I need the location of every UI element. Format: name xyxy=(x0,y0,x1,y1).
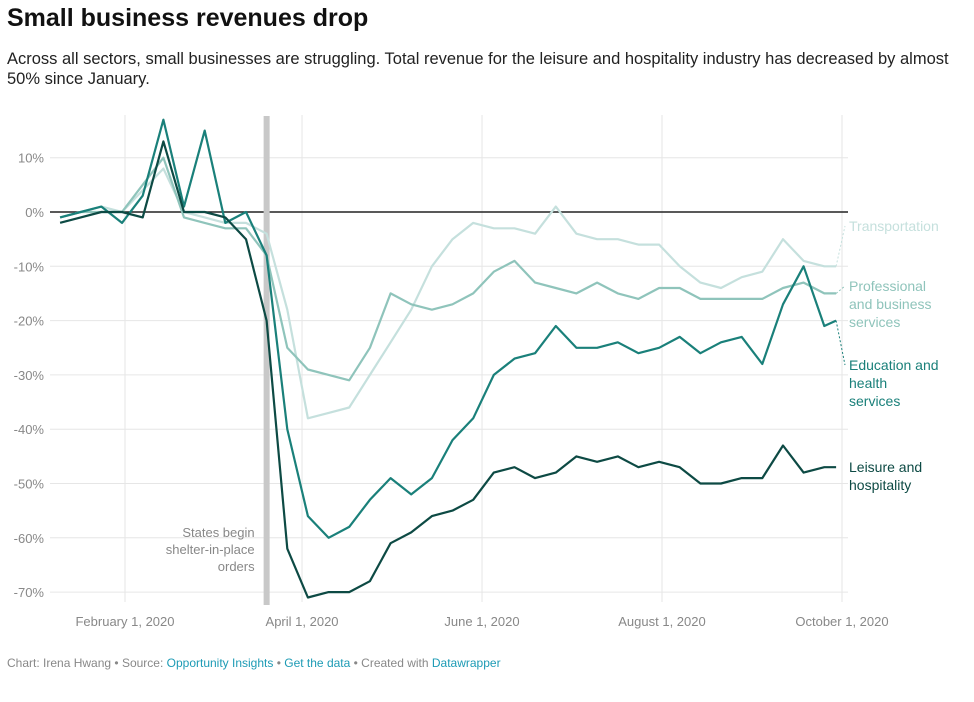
footer-created-label: Created with xyxy=(361,656,432,670)
y-tick-label: -70% xyxy=(14,585,45,600)
series-connector xyxy=(835,225,846,267)
footer-separator: • xyxy=(273,656,285,670)
x-tick-label: June 1, 2020 xyxy=(444,614,519,629)
get-data-link[interactable]: Get the data xyxy=(284,656,351,670)
footer-separator: • xyxy=(111,656,122,670)
chart-subtitle: Across all sectors, small businesses are… xyxy=(7,50,949,88)
series-label: Leisure and xyxy=(849,459,922,475)
series-line-3 xyxy=(59,140,837,599)
y-tick-label: 10% xyxy=(18,151,44,166)
y-tick-label: 0% xyxy=(25,205,44,220)
series-label: hospitality xyxy=(849,477,911,493)
datawrapper-link[interactable]: Datawrapper xyxy=(431,656,501,670)
series-connector xyxy=(835,285,846,294)
footer-separator: • xyxy=(350,656,362,670)
annotation-text: States begin xyxy=(182,525,254,540)
y-tick-label: -20% xyxy=(14,314,45,329)
series-label: Professional xyxy=(849,278,926,294)
footer: Chart: Irena Hwang • Source: Opportunity… xyxy=(7,656,501,670)
series-label: health xyxy=(849,375,887,391)
y-tick-label: -30% xyxy=(14,368,45,383)
chart-title: Small business revenues drop xyxy=(7,4,369,32)
footer-author: Chart: Irena Hwang xyxy=(7,656,112,670)
shelter-in-place-marker xyxy=(263,116,270,605)
footer-source-label: Source: xyxy=(121,656,167,670)
source-link[interactable]: Opportunity Insights xyxy=(166,656,274,670)
series-connector xyxy=(835,320,846,366)
series-line-1 xyxy=(59,156,837,382)
y-tick-label: -10% xyxy=(14,259,45,274)
y-tick-label: -60% xyxy=(14,531,45,546)
annotation-text: orders xyxy=(218,559,255,574)
series-label: services xyxy=(849,314,900,330)
series-label: and business xyxy=(849,296,932,312)
y-tick-label: -40% xyxy=(14,422,45,437)
x-tick-label: August 1, 2020 xyxy=(618,614,705,629)
series-label: Transportation xyxy=(849,218,939,234)
series-line-2 xyxy=(59,118,837,539)
series-line-0 xyxy=(59,167,837,420)
annotation-text: shelter-in-place xyxy=(166,542,255,557)
x-tick-label: April 1, 2020 xyxy=(266,614,339,629)
series-label: Education and xyxy=(849,357,939,373)
x-tick-label: February 1, 2020 xyxy=(75,614,174,629)
y-tick-label: -50% xyxy=(14,477,45,492)
series-label: services xyxy=(849,393,900,409)
x-tick-label: October 1, 2020 xyxy=(795,614,888,629)
